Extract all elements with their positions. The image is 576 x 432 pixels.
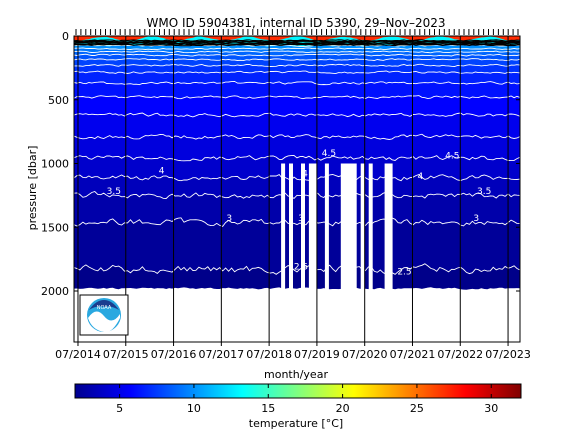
- isotherm-line: [74, 112, 520, 118]
- svg-text:NOAA: NOAA: [97, 305, 112, 311]
- data-gap: [281, 163, 286, 342]
- isotherm-label: 3: [226, 214, 232, 224]
- y-axis: 0 500 1000 1500 2000: [41, 30, 520, 298]
- y-tick-label: 1000: [41, 158, 69, 171]
- y-tick-label: 500: [48, 94, 69, 107]
- colorbar-tick-label: 15: [261, 402, 275, 415]
- x-tick-label: 07/2022: [437, 348, 483, 361]
- isotherm-label: 3.5: [477, 187, 491, 197]
- data-gap: [360, 163, 365, 342]
- x-tick-label: 07/2014: [55, 348, 101, 361]
- isotherm-line: [74, 70, 520, 75]
- isotherm-line: [74, 217, 520, 227]
- data-gaps: [281, 163, 393, 342]
- plot-frame: [73, 35, 521, 343]
- data-gap: [324, 163, 329, 342]
- data-gap: [308, 163, 317, 342]
- data-gap: [384, 163, 393, 342]
- isotherm-label: 3.5: [107, 187, 121, 197]
- isotherm-labels: 3.5 4 3 4.5 4 3 2.5 2.5 4 4.5 3 3.5: [107, 149, 492, 278]
- year-lines: [77, 36, 509, 342]
- isotherm-line: [74, 173, 520, 182]
- x-tick-label: 07/2017: [198, 348, 244, 361]
- x-axis: 07/2014 07/2015 07/2016 07/2017 07/2018 07/20…: [55, 342, 531, 361]
- isotherm-label: 4.5: [322, 149, 336, 159]
- x-tick-label: 07/2019: [294, 348, 340, 361]
- x-tick-label: 07/2021: [390, 348, 436, 361]
- top-tick-marks: [75, 29, 519, 35]
- x-tick-label: 07/2018: [246, 348, 292, 361]
- data-gap: [301, 163, 305, 342]
- isotherm-label: 2.5: [397, 267, 411, 277]
- isotherm-line: [74, 263, 520, 275]
- isotherm-line: [74, 47, 520, 50]
- isotherm-label: 4: [302, 169, 308, 179]
- isotherm-line: [74, 190, 520, 199]
- isotherm-line: [74, 58, 520, 62]
- surface-contour: [74, 42, 520, 46]
- colorbar: [74, 383, 522, 399]
- data-gap: [289, 163, 293, 342]
- y-tick-label: 2000: [41, 285, 69, 298]
- isotherm-label: 4: [159, 167, 165, 177]
- data-gap: [340, 163, 357, 342]
- isotherm-label: 2.5: [294, 262, 308, 272]
- colorbar-tick-label: 10: [187, 402, 201, 415]
- colorbar-ticks: 5 10 15 20 25 30: [116, 384, 498, 415]
- x-tick-label: 07/2020: [342, 348, 388, 361]
- colorbar-tick-label: 5: [116, 402, 123, 415]
- surface-contour: [74, 43, 520, 47]
- isotherm-line: [74, 155, 520, 162]
- isotherm-label: 4.5: [445, 151, 459, 161]
- x-tick-label: 07/2023: [485, 348, 531, 361]
- no-data-region: [74, 287, 520, 342]
- warm-surface-layer: [74, 36, 520, 41]
- colorbar-tick-label: 25: [410, 402, 424, 415]
- isotherm-line: [74, 63, 520, 67]
- isotherm-line: [74, 50, 520, 54]
- isotherm-line: [74, 133, 520, 140]
- isotherm-line: [74, 53, 520, 57]
- chart-title: WMO ID 5904381, internal ID 5390, 29–Nov…: [147, 16, 446, 30]
- isotherm-line: [74, 80, 520, 86]
- x-axis-label: month/year: [264, 368, 328, 381]
- isotherm-label: 3: [298, 214, 304, 224]
- colorbar-tick-label: 30: [484, 402, 498, 415]
- isotherm-label: 3: [473, 214, 479, 224]
- plot-area: 3.5 4 3 4.5 4 3 2.5 2.5 4 4.5 3 3.5: [74, 36, 520, 342]
- colorbar-tick-label: 20: [336, 402, 350, 415]
- noaa-logo-icon: NOAA: [79, 294, 129, 336]
- x-tick-label: 07/2015: [103, 348, 149, 361]
- y-tick-label: 1500: [41, 221, 69, 234]
- isotherm-line: [74, 95, 520, 100]
- data-gap: [368, 163, 373, 342]
- isotherm-label: 4: [418, 172, 424, 182]
- surface-contour: [74, 41, 520, 44]
- x-tick-label: 07/2016: [151, 348, 197, 361]
- colorbar-label: temperature [°C]: [249, 417, 343, 430]
- y-axis-label: pressure [dbar]: [26, 146, 39, 231]
- surface-layer: [74, 36, 520, 47]
- y-tick-label: 0: [62, 30, 69, 43]
